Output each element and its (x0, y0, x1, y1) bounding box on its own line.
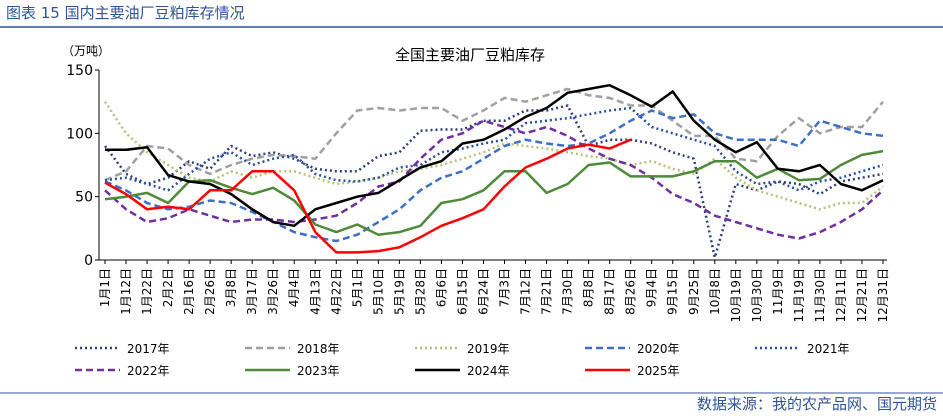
x-tick-label: 5月1日 (350, 268, 364, 307)
y-tick-label: 150 (66, 63, 93, 79)
x-tick-label: 7月21日 (540, 268, 554, 315)
x-tick-label: 2月2日 (161, 268, 175, 307)
chart-title: 全国主要油厂豆粕库存 (395, 46, 545, 64)
series-line (104, 119, 884, 240)
x-tick-label: 5月10日 (371, 268, 385, 315)
x-tick-label: 2月26日 (203, 268, 217, 315)
x-tick-label: 7月3日 (498, 268, 512, 307)
y-tick-label: 0 (84, 253, 93, 269)
legend-label: 2021年 (807, 342, 850, 356)
x-tick-label: 8月8日 (582, 268, 596, 307)
legend-label: 2023年 (297, 364, 340, 378)
series-line (104, 87, 884, 182)
legend-label: 2024年 (467, 364, 510, 378)
series-line (103, 101, 884, 211)
legend-label: 2017年 (127, 342, 170, 356)
series-line (104, 138, 632, 254)
x-tick-label: 9月15日 (666, 268, 680, 315)
x-tick-label: 6月6日 (434, 268, 448, 307)
x-tick-label: 11月19日 (792, 268, 806, 323)
x-tick-label: 12月31日 (876, 268, 890, 323)
x-tick-label: 6月24日 (476, 268, 490, 315)
x-tick-label: 1月1日 (98, 268, 112, 307)
x-tick-label: 12月11日 (834, 268, 848, 323)
x-tick-label: 4月4日 (287, 268, 301, 307)
x-tick-label: 9月4日 (645, 268, 659, 307)
x-tick-label: 5月28日 (413, 268, 427, 315)
x-tick-label: 6月15日 (455, 268, 469, 315)
y-tick-label: 50 (75, 190, 93, 206)
x-tick-label: 11月9日 (771, 268, 785, 315)
x-tick-label: 4月13日 (308, 268, 322, 315)
x-tick-label: 8月26日 (624, 268, 638, 315)
x-tick-label: 9月25日 (687, 268, 701, 315)
series-line (104, 149, 884, 236)
legend-label: 2020年 (637, 342, 680, 356)
y-tick-label: 100 (66, 126, 93, 142)
x-tick-label: 10月19日 (729, 268, 743, 323)
x-tick-label: 5月19日 (392, 268, 406, 315)
legend-label: 2025年 (637, 364, 680, 378)
x-tick-label: 11月30日 (813, 268, 827, 323)
header-title: 图表 15 国内主要油厂豆粕库存情况 (6, 4, 245, 22)
series-line (104, 104, 884, 259)
x-tick-label: 8月17日 (603, 268, 617, 315)
series-line (105, 83, 884, 228)
x-tick-label: 3月26日 (266, 268, 280, 315)
series-line (104, 109, 884, 243)
x-tick-label: 12月21日 (855, 268, 869, 323)
x-tick-label: 10月8日 (708, 268, 722, 315)
x-tick-label: 7月30日 (561, 268, 575, 315)
x-tick-label: 3月8日 (224, 268, 238, 307)
legend-label: 2018年 (297, 342, 340, 356)
footer-source: 数据来源：我的农产品网、国元期货 (697, 395, 937, 413)
x-tick-label: 7月12日 (519, 268, 533, 315)
x-tick-label: 4月22日 (329, 268, 343, 315)
y-axis-label: （万吨） (62, 44, 110, 58)
legend-label: 2019年 (467, 342, 510, 356)
x-tick-label: 1月22日 (140, 268, 154, 315)
legend-label: 2022年 (127, 364, 170, 378)
x-tick-label: 2月16日 (182, 268, 196, 315)
x-tick-label: 1月12日 (119, 268, 133, 315)
x-tick-label: 3月17日 (245, 268, 259, 315)
x-tick-label: 10月30日 (750, 268, 764, 323)
